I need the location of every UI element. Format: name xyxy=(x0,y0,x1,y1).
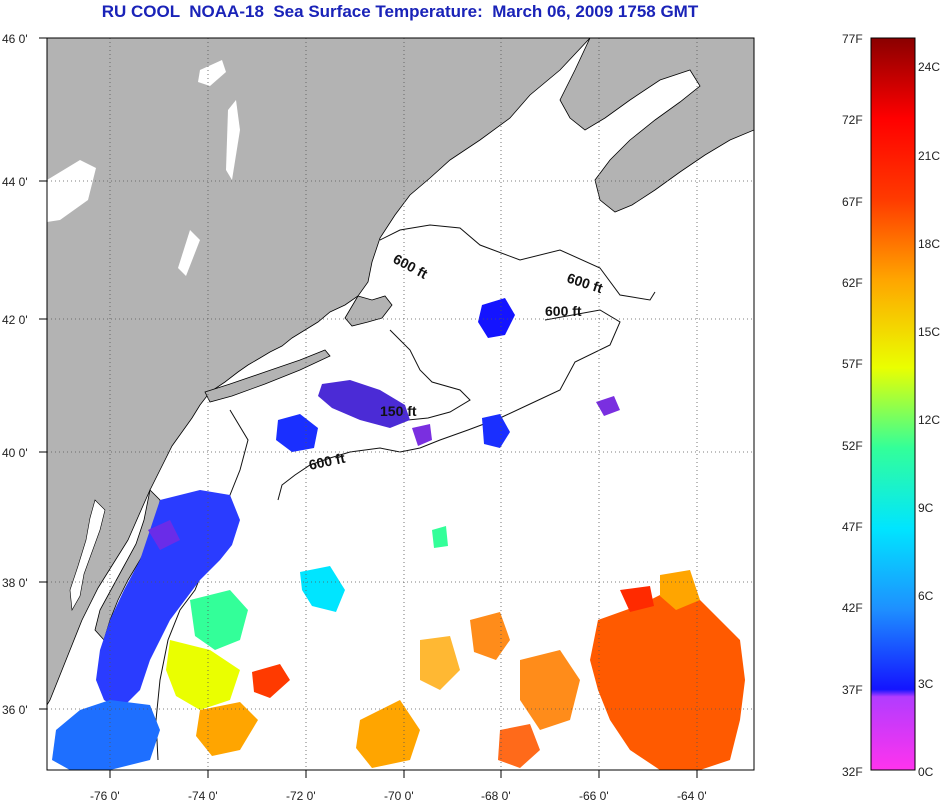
sst-patch-cold xyxy=(596,396,620,416)
colorbar-celsius-labels: 24C 21C 18C 15C 12C 9C 6C 3C 0C xyxy=(918,60,940,779)
sst-patch-mixed xyxy=(432,526,448,548)
colorbar-f-label: 52F xyxy=(842,439,863,453)
sst-patch-gulfstream xyxy=(420,636,460,690)
colorbar-f-label: 47F xyxy=(842,520,863,534)
colorbar-c-label: 21C xyxy=(918,149,940,163)
sst-patch-gulfstream xyxy=(660,570,700,610)
contour-label-600ft-4: 600 ft xyxy=(307,450,346,473)
lat-tick-labels: 46 0' 44 0' 42 0' 40 0' 38 0' 36 0' xyxy=(2,32,28,717)
lat-tick-label: 36 0' xyxy=(2,703,28,717)
lat-tick-label: 46 0' xyxy=(2,32,28,46)
colorbar-f-label: 72F xyxy=(842,113,863,127)
sst-patch-cold xyxy=(478,298,515,338)
sst-patch-gulfstream xyxy=(470,612,510,660)
lon-tick-label: -64 0' xyxy=(677,789,707,803)
lon-tick-label: -68 0' xyxy=(481,789,511,803)
lat-tick-label: 44 0' xyxy=(2,175,28,189)
bathymetry-contours xyxy=(155,224,656,761)
colorbar-f-label: 67F xyxy=(842,195,863,209)
sst-patch-cold xyxy=(318,380,410,428)
colorbar-c-label: 12C xyxy=(918,413,940,427)
lon-tick-label: -72 0' xyxy=(286,789,316,803)
sst-patch-shelf xyxy=(52,700,160,770)
colorbar-c-label: 18C xyxy=(918,237,940,251)
sst-patch-gulfstream xyxy=(620,586,654,612)
lake xyxy=(226,100,240,180)
lon-tick-label: -76 0' xyxy=(90,789,120,803)
colorbar-fahrenheit-labels: 77F 72F 67F 62F 57F 52F 47F 42F 37F 32F xyxy=(842,32,863,779)
colorbar-c-label: 6C xyxy=(918,589,934,603)
land-nova-scotia xyxy=(559,38,754,213)
lat-tick-label: 38 0' xyxy=(2,576,28,590)
sst-patch-gulfstream xyxy=(590,590,745,770)
colorbar-c-label: 3C xyxy=(918,677,934,691)
contour-label-600ft-3: 600 ft xyxy=(545,303,582,319)
sst-patch-cold xyxy=(482,414,510,448)
contour-600ft xyxy=(379,224,656,301)
map-frame xyxy=(46,37,755,771)
frame-ticks xyxy=(39,37,698,778)
contour-label-150ft: 150 ft xyxy=(380,403,417,419)
contour-150ft xyxy=(389,329,471,421)
colorbar-f-label: 77F xyxy=(842,32,863,46)
land-long-island xyxy=(204,349,331,403)
sst-patch-warm xyxy=(252,664,290,698)
colorbar-c-label: 0C xyxy=(918,765,934,779)
sst-patch-mixed xyxy=(300,566,345,612)
lat-tick-label: 40 0' xyxy=(2,446,28,460)
colorbar-f-label: 57F xyxy=(842,357,863,371)
sst-patch-mixed xyxy=(166,640,240,710)
chesapeake-bay xyxy=(69,499,106,611)
sst-patch-mixed xyxy=(190,590,248,650)
colorbar-f-label: 42F xyxy=(842,601,863,615)
map-panel: 600 ft 600 ft 600 ft 150 ft 600 ft xyxy=(47,38,754,770)
colorbar-c-label: 24C xyxy=(918,60,940,74)
colorbar-f-label: 37F xyxy=(842,683,863,697)
sst-patch-cold xyxy=(276,414,318,452)
lake xyxy=(47,160,96,222)
sst-patch-gulfstream xyxy=(498,724,540,768)
contour-600ft xyxy=(277,309,621,501)
colorbar-c-label: 15C xyxy=(918,325,940,339)
sst-patch-shelf xyxy=(148,520,180,550)
lon-tick-label: -70 0' xyxy=(384,789,414,803)
colorbar-c-label: 9C xyxy=(918,501,934,515)
lon-tick-label: -74 0' xyxy=(188,789,218,803)
lon-tick-labels: -76 0' -74 0' -72 0' -70 0' -68 0' -66 0… xyxy=(90,789,707,803)
colorbar-f-label: 62F xyxy=(842,276,863,290)
lat-tick-label: 42 0' xyxy=(2,313,28,327)
land-mainland xyxy=(47,38,591,706)
sst-patch-cold xyxy=(412,424,432,446)
sst-data xyxy=(52,298,745,770)
sst-patch-mixed xyxy=(196,702,258,756)
colorbar-f-label: 32F xyxy=(842,765,863,779)
colorbar: 77F 72F 67F 62F 57F 52F 47F 42F 37F 32F … xyxy=(842,32,940,779)
map-title: RU COOL NOAA-18 Sea Surface Temperature:… xyxy=(101,2,699,21)
sst-patch-shelf xyxy=(96,490,240,710)
lake xyxy=(178,230,200,276)
lake xyxy=(198,60,226,86)
lon-tick-label: -66 0' xyxy=(579,789,609,803)
colorbar-gradient xyxy=(870,37,916,771)
land-cape-cod xyxy=(344,295,393,327)
sst-patch-gulfstream xyxy=(520,650,580,730)
